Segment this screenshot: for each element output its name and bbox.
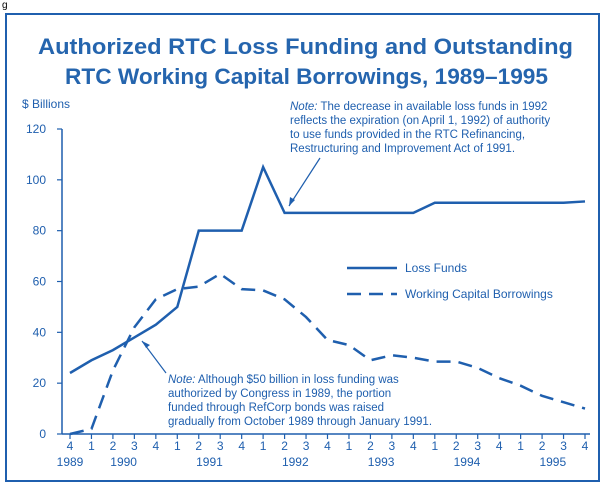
x-tick-label: 1 (88, 439, 95, 453)
y-tick-label: 100 (26, 173, 46, 187)
annotation-line: Restructuring and Improvement Act of 199… (290, 143, 515, 155)
x-tick-label: 4 (410, 439, 417, 453)
annotation-line: gradually from October 1989 through Janu… (168, 416, 432, 428)
y-axis-label: $ Billions (22, 97, 70, 111)
x-tick-label: 3 (131, 439, 138, 453)
annotation-arrow (288, 157, 321, 207)
x-tick-label: 2 (367, 439, 374, 453)
y-tick-label: 40 (33, 325, 47, 339)
series-line (69, 272, 586, 436)
annotation-label: Note: (290, 101, 318, 113)
y-tick-label: 120 (26, 122, 46, 136)
year-label: 1993 (368, 455, 395, 469)
arrow-head (142, 341, 150, 348)
arrow-head (289, 197, 295, 206)
x-tick-label: 2 (195, 439, 202, 453)
x-tick-label: 1 (346, 439, 353, 453)
annotation-label: Note: (168, 374, 196, 386)
legend-label: Loss Funds (405, 261, 467, 275)
series-line (69, 163, 586, 375)
x-tick-label: 4 (324, 439, 331, 453)
frame (5, 13, 600, 482)
x-tick-label: 1 (431, 439, 438, 453)
chart-title: Authorized RTC Loss Funding and Outstand… (38, 34, 573, 59)
x-tick-label: 1 (260, 439, 267, 453)
annotation-line: The decrease in available loss funds in … (318, 101, 548, 113)
year-label: 1994 (454, 455, 481, 469)
x-tick-label: 2 (453, 439, 460, 453)
x-tick-label: 4 (582, 439, 589, 453)
annotation: Note: Although $50 billion in loss fundi… (168, 374, 399, 386)
y-tick-label: 60 (33, 275, 47, 289)
year-label: 1991 (196, 455, 223, 469)
x-tick-label: 3 (217, 439, 224, 453)
annotation-line: authorized by Congress in 1989, the port… (168, 388, 391, 400)
year-label: 1990 (110, 455, 137, 469)
corner-text: g (2, 0, 8, 11)
year-label: 1989 (57, 455, 84, 469)
annotation-line: Although $50 billion in loss funding was (196, 374, 400, 386)
chart-title: RTC Working Capital Borrowings, 1989–199… (65, 64, 548, 89)
x-tick-label: 2 (110, 439, 117, 453)
year-label: 1992 (282, 455, 309, 469)
legend-label: Working Capital Borrowings (405, 287, 553, 301)
x-tick-label: 4 (152, 439, 159, 453)
y-tick-label: 80 (33, 224, 47, 238)
x-tick-label: 1 (517, 439, 524, 453)
year-label: 1995 (539, 455, 566, 469)
x-tick-label: 2 (539, 439, 546, 453)
annotation-line: to use funds provided in the RTC Refinan… (290, 129, 525, 141)
y-tick-label: 20 (33, 376, 47, 390)
x-tick-label: 4 (238, 439, 245, 453)
x-tick-label: 4 (67, 439, 74, 453)
annotation-line: funded through RefCorp bonds was raised (168, 402, 384, 414)
x-tick-label: 3 (303, 439, 310, 453)
x-tick-label: 1 (174, 439, 181, 453)
x-tick-label: 3 (560, 439, 567, 453)
x-tick-label: 4 (496, 439, 503, 453)
annotation-line: reflects the expiration (on April 1, 199… (290, 115, 550, 127)
x-tick-label: 3 (389, 439, 396, 453)
y-tick-label: 0 (39, 427, 46, 441)
annotation: Note: The decrease in available loss fun… (290, 101, 547, 113)
x-tick-label: 2 (281, 439, 288, 453)
x-tick-label: 3 (474, 439, 481, 453)
